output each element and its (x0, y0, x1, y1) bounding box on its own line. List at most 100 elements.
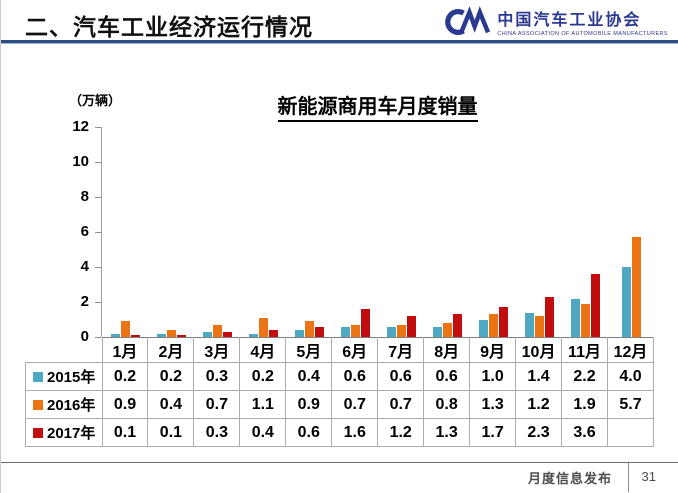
page-title: 二、汽车工业经济运行情况 (25, 14, 313, 40)
legend-label: 2016年 (47, 397, 96, 414)
value-cell: 1.3 (423, 418, 471, 447)
month-label: 6月 (331, 337, 379, 363)
bar-group-3月 (194, 127, 240, 337)
y-axis-line (101, 127, 102, 337)
month-label: 11月 (561, 337, 608, 363)
value-cell: 0.3 (193, 418, 241, 447)
bar-2017年-4月 (268, 330, 278, 337)
header-rule (1, 40, 678, 43)
bar-2016年-3月 (212, 324, 222, 337)
bar-2017年-3月 (222, 331, 232, 337)
bar-2017年-11月 (590, 274, 600, 337)
bar-2016年-1月 (120, 321, 130, 337)
y-tick-label: 2 (80, 293, 89, 310)
y-tick-label: 12 (72, 118, 89, 135)
value-cell: 1.6 (331, 418, 379, 447)
bar-2015年-7月 (386, 326, 396, 337)
value-cell: 0.9 (285, 390, 333, 419)
value-cell: 2.2 (561, 362, 608, 391)
page-number: 31 (641, 469, 656, 484)
bar-2015年-10月 (524, 312, 534, 337)
bar-2016年-4月 (258, 317, 268, 337)
y-tick-mark (95, 337, 101, 338)
footer-divider (628, 463, 629, 492)
bar-group-7月 (378, 127, 424, 337)
value-cell: 0.1 (147, 418, 195, 447)
caam-logo-text: 中国汽车工业协会 CHINA ASSOCIATION OF AUTOMOBILE… (497, 12, 668, 38)
bar-2017年-2月 (176, 335, 186, 337)
bar-2016年-8月 (442, 323, 452, 337)
plot-area (102, 127, 654, 337)
bar-2015年-6月 (340, 326, 350, 337)
bar-group-5月 (286, 127, 332, 337)
value-cell: 0.2 (101, 362, 149, 391)
value-cell: 3.6 (561, 418, 608, 447)
month-label: 10月 (515, 337, 563, 363)
bar-2017年-5月 (314, 326, 324, 337)
month-label: 3月 (193, 337, 241, 363)
value-cell: 0.2 (239, 362, 287, 391)
bar-2015年-3月 (202, 331, 212, 337)
value-cell: 1.0 (469, 362, 517, 391)
org-name-en: CHINA ASSOCIATION OF AUTOMOBILE MANUFACT… (497, 31, 668, 38)
bar-group-2月 (148, 127, 194, 337)
value-cell: 0.7 (377, 390, 425, 419)
org-name: 中国汽车工业协会 (497, 11, 642, 29)
header-rule-light (1, 43, 678, 44)
value-cell: 4.0 (606, 362, 655, 391)
value-cell: 0.7 (331, 390, 379, 419)
month-label: 7月 (377, 337, 425, 363)
bar-2015年-4月 (248, 333, 258, 337)
bar-2016年-5月 (304, 321, 314, 337)
footer-rule (1, 462, 678, 463)
bar-group-1月 (102, 127, 148, 337)
value-cell: 5.7 (606, 390, 655, 419)
bar-2016年-11月 (580, 303, 590, 337)
caam-logo-icon (439, 5, 491, 44)
value-cell: 1.3 (469, 390, 517, 419)
bar-2015年-8月 (432, 326, 442, 337)
table-row-2017年: 2017年 0.1 0.1 0.3 0.4 0.6 1.6 1.2 1.3 1.7 2.3 3.6 (25, 418, 655, 447)
value-cell: 2.3 (515, 418, 563, 447)
y-axis-unit-label: （万辆） (69, 93, 122, 108)
value-cell: 0.6 (285, 418, 333, 447)
legend-cell: 2017年 (25, 418, 103, 447)
value-cell: 0.1 (101, 418, 149, 447)
legend-swatch (33, 371, 43, 382)
month-label: 4月 (239, 337, 287, 363)
value-cell: 1.9 (561, 390, 608, 419)
value-cell: 0.6 (423, 362, 471, 391)
y-tick-mark (95, 302, 101, 303)
table-row-2016年: 2016年 0.9 0.4 0.7 1.1 0.9 0.7 0.7 0.8 1.3 1.2 1.9 5.… (25, 390, 655, 419)
legend-cell: 2015年 (25, 362, 103, 391)
legend-swatch (33, 399, 43, 410)
chart-title: 新能源商用车月度销量 (101, 90, 654, 122)
month-header-row: 1月 2月 3月 4月 5月 6月 7月 8月 9月 10月 11月 12月 (26, 337, 655, 363)
y-tick-mark (95, 197, 101, 198)
month-label: 1月 (101, 337, 149, 363)
month-label: 9月 (469, 337, 517, 363)
month-label: 8月 (423, 337, 471, 363)
y-tick-mark (95, 267, 101, 268)
legend-entry: 2015年 (26, 366, 102, 387)
value-cell: 1.1 (239, 390, 287, 419)
y-tick-label: 0 (80, 328, 89, 345)
value-cell: 0.6 (377, 362, 425, 391)
bar-2017年-1月 (130, 335, 140, 337)
bar-2015年-9月 (478, 319, 488, 337)
table-corner (26, 338, 103, 363)
bar-2016年-7月 (396, 324, 406, 337)
value-cell: 0.4 (147, 390, 195, 419)
data-table: 1月 2月 3月 4月 5月 6月 7月 8月 9月 10月 11月 12月 2015年 0.2 0.2 0.… (25, 337, 655, 447)
bar-2017年-8月 (452, 314, 462, 337)
value-cell: 1.2 (377, 418, 425, 447)
bar-2015年-1月 (110, 333, 120, 337)
value-cell: 1.2 (515, 390, 563, 419)
bar-group-11月 (562, 127, 608, 337)
footer-label: 月度信息发布 (527, 471, 612, 486)
legend-label: 2017年 (47, 425, 96, 442)
bar-2017年-7月 (406, 316, 416, 337)
value-cell: 0.9 (101, 390, 149, 419)
bar-group-9月 (470, 127, 516, 337)
